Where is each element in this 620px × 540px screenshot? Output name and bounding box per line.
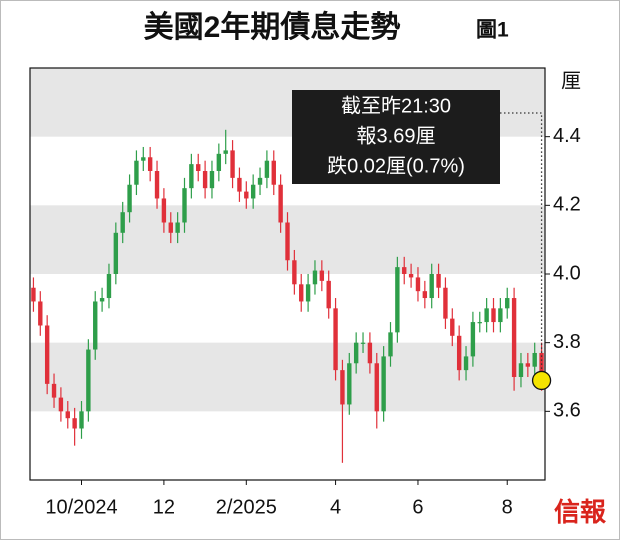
candle-body [58,397,64,412]
candle-body [402,267,407,274]
candle-body [381,356,386,412]
x-tick-label: 2/2025 [216,496,277,518]
candle-body [429,274,434,299]
candle-body [312,270,318,285]
y-tick-label: 4.2 [553,194,581,216]
candle-body [223,150,228,154]
chart-title: 美國2年期債息走勢 [144,10,401,44]
candle-body [450,318,455,336]
candle-body [113,232,119,274]
candle-body [305,284,311,302]
candle-body [518,363,524,377]
candle-body [216,153,222,171]
candle-body [65,411,70,419]
y-tick-label: 4.4 [553,125,581,147]
candle-body [257,177,263,185]
candle-body [408,274,414,278]
candle-body [147,157,153,171]
candle-body [99,298,105,302]
candle-body [44,325,50,384]
candle-body [505,298,510,309]
candle-body [244,191,249,199]
candle-body [353,342,359,364]
last-marker [531,370,552,391]
candle-body [525,363,531,367]
logo: 信報 [554,497,607,527]
candle-body [422,291,428,299]
candle-body [189,164,194,189]
candle-body [388,332,393,357]
candle-body [456,335,462,371]
candle-body [141,157,146,161]
candle-body [106,274,112,299]
candle-body [539,352,544,381]
candle-body [230,150,235,178]
y-tick-label: 3.8 [553,331,581,353]
annotation-text: 截至昨21:30 [341,94,451,117]
annotation-text: 跌0.02厘(0.7%) [327,154,465,177]
candle-body [209,171,215,189]
candle-body [511,298,517,377]
candle-body [250,184,256,199]
candle-body [463,356,469,371]
x-tick-label: 10/2024 [45,496,117,518]
candle-body [134,160,139,185]
candle-body [51,383,57,398]
x-tick-label: 6 [412,496,423,518]
candle-body [278,184,283,223]
candle-body [477,322,482,324]
candle-body [196,164,201,171]
candle-body [72,418,77,429]
x-tick-label: 8 [502,496,513,518]
candle-body [175,222,180,233]
candle-body [120,212,125,233]
candle-body [292,260,297,285]
candle-body [299,284,304,302]
y-unit: 厘 [561,70,581,92]
candle-body [374,363,379,412]
candle-body [271,160,276,185]
candle-body [326,280,331,309]
candle-body [237,177,242,192]
candle-body [319,270,325,281]
candle-body [161,198,167,223]
annotation-text: 報3.69厘 [357,124,436,147]
candle-body [443,287,448,319]
candle-body [285,222,290,261]
candle-body [168,222,173,233]
candle-body [38,301,43,326]
candle-body [498,308,503,323]
candle-body [347,363,352,405]
annotation-box [292,90,500,184]
x-tick-label: 12 [153,496,175,518]
plot-area [29,67,552,485]
candle-body [79,411,84,429]
y-tick-label: 3.6 [553,400,581,422]
candle-body [31,287,36,302]
candle-body [86,349,91,412]
candle-body [436,274,441,288]
candle-body [340,370,345,405]
candle-body [360,342,366,344]
candle-body [333,308,338,371]
figure-label: 圖1 [476,19,509,42]
candle-body [202,171,208,189]
candle-body [470,322,476,357]
candle-body [182,188,187,223]
candle-body [93,301,98,350]
candle-body [127,184,132,213]
candle-body [154,171,160,199]
candle-body [484,308,489,323]
candle-body [415,277,421,292]
x-tick-label: 4 [330,496,341,518]
candle-body [264,160,270,178]
candle-body [491,308,496,323]
candle-body [367,342,373,364]
candle-body [395,267,400,333]
y-tick-label: 4.0 [553,262,581,284]
candle-body [532,352,537,367]
band [30,342,545,412]
plot-border [29,67,546,481]
